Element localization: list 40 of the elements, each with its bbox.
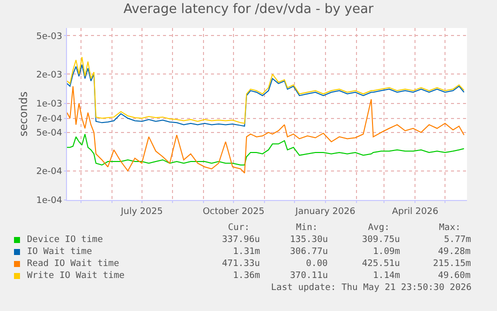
text: 471.33u (222, 259, 260, 269)
text: 5.77m (444, 235, 472, 245)
x-tick-label: April 2026 (392, 206, 439, 217)
text: 337.96u (222, 235, 260, 245)
y-tick-label: 5e-03 (36, 32, 62, 42)
legend-label: IO Wait time (27, 247, 92, 257)
text: 1.14m (373, 271, 400, 281)
y-tick-label: 5e-04 (36, 128, 62, 139)
legend-label: Write IO Wait time (27, 271, 125, 281)
chart-title: Average latency for /dev/vda - by year (123, 2, 374, 18)
text: Max: (439, 223, 461, 233)
y-tick-label: 2e-03 (36, 70, 62, 80)
y-tick-label: 7e-04 (36, 114, 62, 124)
x-tick-label: July 2025 (120, 206, 163, 217)
x-tick-label: January 2026 (294, 206, 356, 217)
y-tick-label: 1e-03 (36, 99, 62, 110)
text: 370.11u (290, 271, 328, 281)
text: 306.77u (290, 247, 328, 257)
text: 49.28m (438, 247, 471, 257)
y-axis-title: seconds (16, 91, 30, 136)
line-series (67, 86, 465, 174)
text: 309.75u (362, 235, 400, 245)
text: Avg: (368, 223, 390, 233)
line-series (67, 134, 465, 166)
legend-label: Read IO Wait time (27, 259, 120, 269)
text: Cur: (228, 223, 250, 233)
y-tick-label: 1e-04 (36, 196, 62, 206)
text: 0.00 (306, 259, 328, 269)
text: 425.51u (362, 259, 400, 269)
text: 215.15m (433, 259, 471, 269)
x-tick-label: October 2025 (202, 206, 264, 217)
text: 1.09m (373, 247, 400, 257)
legend-label: Device IO time (27, 235, 103, 245)
text: 135.30u (290, 235, 328, 245)
y-tick-label: 2e-04 (36, 167, 62, 178)
text: 1.36m (233, 271, 260, 281)
text: 1.31m (233, 247, 260, 257)
text: Min: (296, 223, 318, 233)
text: 49.60m (438, 271, 471, 281)
text: Last update: Thu May 21 23:50:30 2026 (271, 283, 472, 293)
